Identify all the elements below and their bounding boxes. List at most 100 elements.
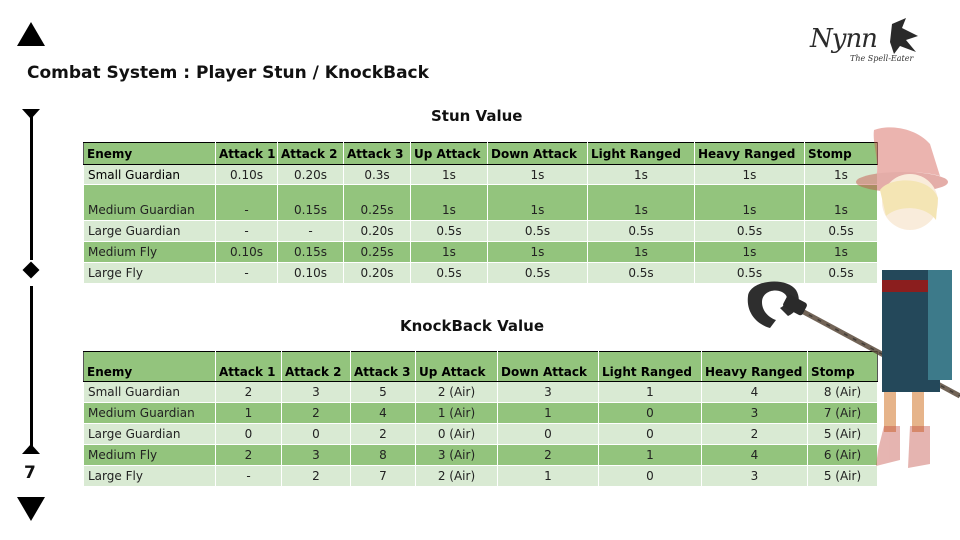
table-cell: 0 xyxy=(598,402,702,424)
table-cell: 3 xyxy=(701,465,808,487)
column-header: Enemy xyxy=(83,142,216,165)
stun-table-title: Stun Value xyxy=(431,107,523,125)
enemy-name-cell: Medium Fly xyxy=(83,444,216,466)
table-cell: 2 xyxy=(497,444,599,466)
table-cell: 0.20s xyxy=(343,262,411,284)
table-cell: 0.10s xyxy=(277,262,344,284)
enemy-name-cell: Large Fly xyxy=(83,262,216,284)
table-row: Small Guardian 2 3 5 2 (Air) 3 1 4 8 (Ai… xyxy=(83,381,878,403)
table-cell: 1s xyxy=(410,164,488,185)
previous-slide-arrow-icon[interactable] xyxy=(17,22,45,46)
timeline-bottom-cap-icon xyxy=(22,444,40,454)
table-cell: 4 xyxy=(350,402,416,424)
column-header: Attack 3 xyxy=(343,142,411,165)
table-cell: 0.5s xyxy=(487,262,588,284)
table-cell: 0.10s xyxy=(215,164,278,185)
enemy-name-cell: Large Fly xyxy=(83,465,216,487)
column-header: Attack 1 xyxy=(215,351,282,382)
next-slide-arrow-icon[interactable] xyxy=(17,497,45,521)
table-cell: 1 (Air) xyxy=(415,402,498,424)
table-cell: 0.5s xyxy=(487,220,588,242)
table-cell: 2 xyxy=(281,402,351,424)
table-cell: 1s xyxy=(587,164,695,185)
table-cell: - xyxy=(277,220,344,242)
table-cell: 2 xyxy=(215,444,282,466)
enemy-name-cell: Small Guardian xyxy=(83,381,216,403)
table-cell: 2 (Air) xyxy=(415,381,498,403)
column-header: Heavy Ranged xyxy=(694,142,805,165)
table-cell: - xyxy=(215,262,278,284)
witch-body xyxy=(856,127,948,230)
table-header-row: Enemy Attack 1 Attack 2 Attack 3 Up Atta… xyxy=(83,351,878,382)
column-header: Attack 2 xyxy=(281,351,351,382)
table-cell: 0 (Air) xyxy=(415,423,498,445)
table-cell: 0.5s xyxy=(694,220,805,242)
table-cell: 3 xyxy=(281,444,351,466)
table-cell: 0.15s xyxy=(277,241,344,263)
witch-character-illustration xyxy=(747,127,960,468)
column-header: Stomp xyxy=(804,142,878,165)
witch-boots xyxy=(876,426,930,468)
column-header: Attack 2 xyxy=(277,142,344,165)
table-cell: 1 xyxy=(215,402,282,424)
game-logo: Nynn The Spell-Eater xyxy=(806,16,924,64)
column-header: Down Attack xyxy=(487,142,588,165)
column-header: Up Attack xyxy=(410,142,488,165)
table-cell: 1s xyxy=(694,184,805,221)
table-cell: 1s xyxy=(587,241,695,263)
logo-wordmark: Nynn xyxy=(810,24,878,54)
table-cell: 0.5s xyxy=(410,220,488,242)
table-cell: 0.15s xyxy=(277,184,344,221)
knockback-table-title: KnockBack Value xyxy=(400,317,545,335)
table-cell: 1 xyxy=(497,402,599,424)
table-row: Medium Guardian 1 2 4 1 (Air) 1 0 3 7 (A… xyxy=(83,402,878,424)
column-header: Up Attack xyxy=(415,351,498,382)
table-cell: 0.3s xyxy=(343,164,411,185)
table-cell: 0.25s xyxy=(343,241,411,263)
slide-title: Combat System : Player Stun / KnockBack xyxy=(27,63,429,83)
enemy-name-cell: Large Guardian xyxy=(83,220,216,242)
column-header: Attack 3 xyxy=(350,351,416,382)
page-number: 7 xyxy=(24,463,36,483)
logo-subtitle: The Spell-Eater xyxy=(850,54,914,63)
table-cell: 0.10s xyxy=(215,241,278,263)
table-cell: 7 (Air) xyxy=(807,402,878,424)
table-cell: 2 (Air) xyxy=(415,465,498,487)
enemy-name-cell: Small Guardian xyxy=(83,164,216,185)
enemy-name-cell: Medium Guardian xyxy=(83,184,216,221)
enemy-name-cell: Large Guardian xyxy=(83,423,216,445)
table-cell: 0 xyxy=(598,465,702,487)
table-cell: - xyxy=(215,184,278,221)
table-cell: 0.20s xyxy=(343,220,411,242)
table-cell: 3 xyxy=(497,381,599,403)
table-cell: 1s xyxy=(487,184,588,221)
table-cell: 1s xyxy=(804,164,878,185)
table-cell: 0.5s xyxy=(587,262,695,284)
table-row: Large Fly - 0.10s 0.20s 0.5s 0.5s 0.5s 0… xyxy=(83,262,878,284)
table-cell: 1 xyxy=(598,381,702,403)
table-cell: 0.5s xyxy=(587,220,695,242)
timeline-position-marker[interactable] xyxy=(22,261,40,279)
table-cell: 1 xyxy=(497,465,599,487)
table-row: Large Fly - 2 7 2 (Air) 1 0 3 5 (Air) xyxy=(83,465,878,487)
table-cell: 3 (Air) xyxy=(415,444,498,466)
column-header: Heavy Ranged xyxy=(701,351,808,382)
table-cell: - xyxy=(215,220,278,242)
table-cell: 1s xyxy=(587,184,695,221)
witch-silhouette-icon xyxy=(890,18,918,54)
table-cell: 0.5s xyxy=(804,220,878,242)
enemy-name-cell: Medium Guardian xyxy=(83,402,216,424)
table-cell: 0 xyxy=(497,423,599,445)
table-row: Large Guardian 0 0 2 0 (Air) 0 0 2 5 (Ai… xyxy=(83,423,878,445)
table-row: Medium Fly 2 3 8 3 (Air) 2 1 4 6 (Air) xyxy=(83,444,878,466)
table-cell: 5 (Air) xyxy=(807,465,878,487)
table-row: Medium Fly 0.10s 0.15s 0.25s 1s 1s 1s 1s… xyxy=(83,241,878,263)
table-cell: 1s xyxy=(410,184,488,221)
table-cell: 1s xyxy=(804,241,878,263)
witch-dress xyxy=(882,270,952,432)
table-cell: 8 xyxy=(350,444,416,466)
table-cell: - xyxy=(215,465,282,487)
knockback-value-table: Enemy Attack 1 Attack 2 Attack 3 Up Atta… xyxy=(83,351,878,487)
column-header: Stomp xyxy=(807,351,878,382)
stun-value-table: Enemy Attack 1 Attack 2 Attack 3 Up Atta… xyxy=(83,142,878,284)
